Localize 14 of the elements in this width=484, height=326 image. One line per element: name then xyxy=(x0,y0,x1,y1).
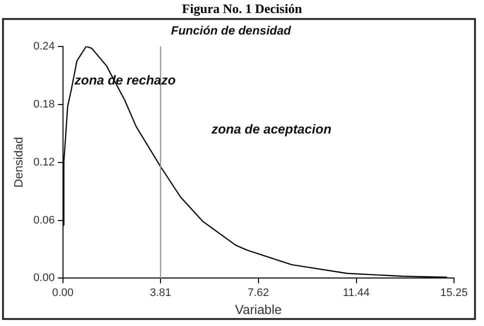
chart-subtitle: Función de densidad xyxy=(170,24,292,38)
y-axis-title: Densidad xyxy=(12,136,26,188)
y-tick-label: 0.00 xyxy=(33,272,55,284)
annotation: zona de aceptacion xyxy=(210,121,332,136)
x-tick-label: 3.81 xyxy=(150,286,172,299)
y-tick-label: 0.06 xyxy=(33,214,55,226)
x-tick-label: 11.44 xyxy=(342,286,370,299)
x-tick-label: 15.25 xyxy=(440,286,468,299)
y-tick-label: 0.24 xyxy=(33,40,55,52)
y-tick-label: 0.18 xyxy=(33,98,55,110)
chart-title: Figura No. 1 Decisión xyxy=(181,0,303,18)
x-tick-label: 0.00 xyxy=(52,286,74,299)
x-tick-label: 7.62 xyxy=(248,286,269,299)
y-tick-label: 0.12 xyxy=(33,156,55,168)
